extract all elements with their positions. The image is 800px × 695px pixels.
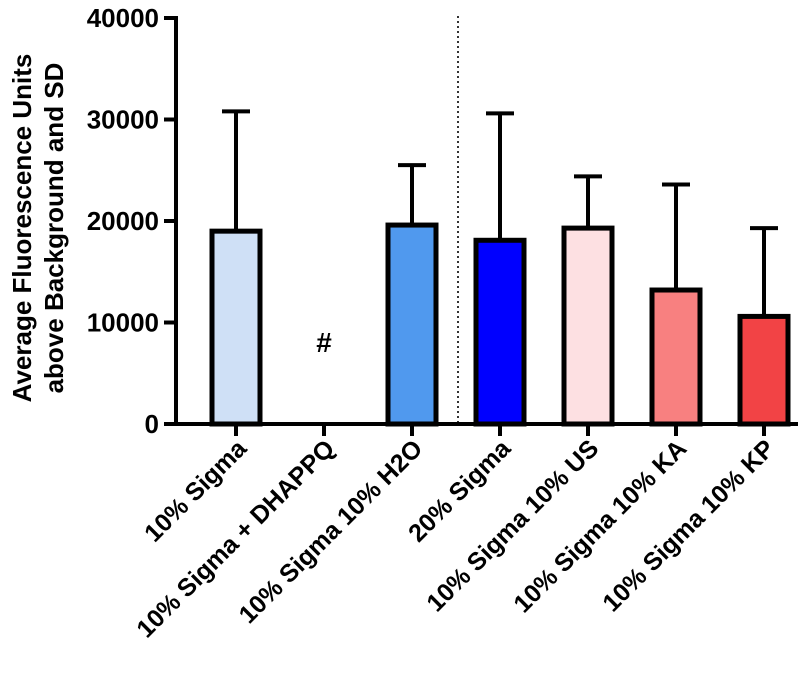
y-axis-title-line1: Average Fluorescence Units	[7, 54, 37, 403]
x-tick-label: 10% Sigma 10% US	[421, 434, 604, 617]
x-tick-label: 10% Sigma 10% KA	[508, 434, 692, 618]
y-tick-label: 40000	[87, 3, 159, 33]
bar-annotation: #	[316, 327, 332, 358]
bar	[385, 222, 439, 427]
y-tick-label: 30000	[87, 105, 159, 135]
bar	[473, 237, 527, 427]
x-tick-label: 10% Sigma 10% KP	[597, 434, 780, 617]
bar	[561, 225, 615, 427]
bar	[649, 287, 703, 427]
bar	[737, 313, 791, 427]
y-tick-label: 0	[145, 409, 159, 439]
y-axis-title: Average Fluorescence Units above Backgro…	[7, 54, 69, 403]
bar	[209, 228, 263, 427]
x-tick-label: 10% Sigma 10% H2O	[234, 434, 429, 629]
y-tick-label: 10000	[87, 308, 159, 338]
y-tick-label: 20000	[87, 206, 159, 236]
y-axis-title-line2: above Background and SD	[39, 63, 69, 394]
